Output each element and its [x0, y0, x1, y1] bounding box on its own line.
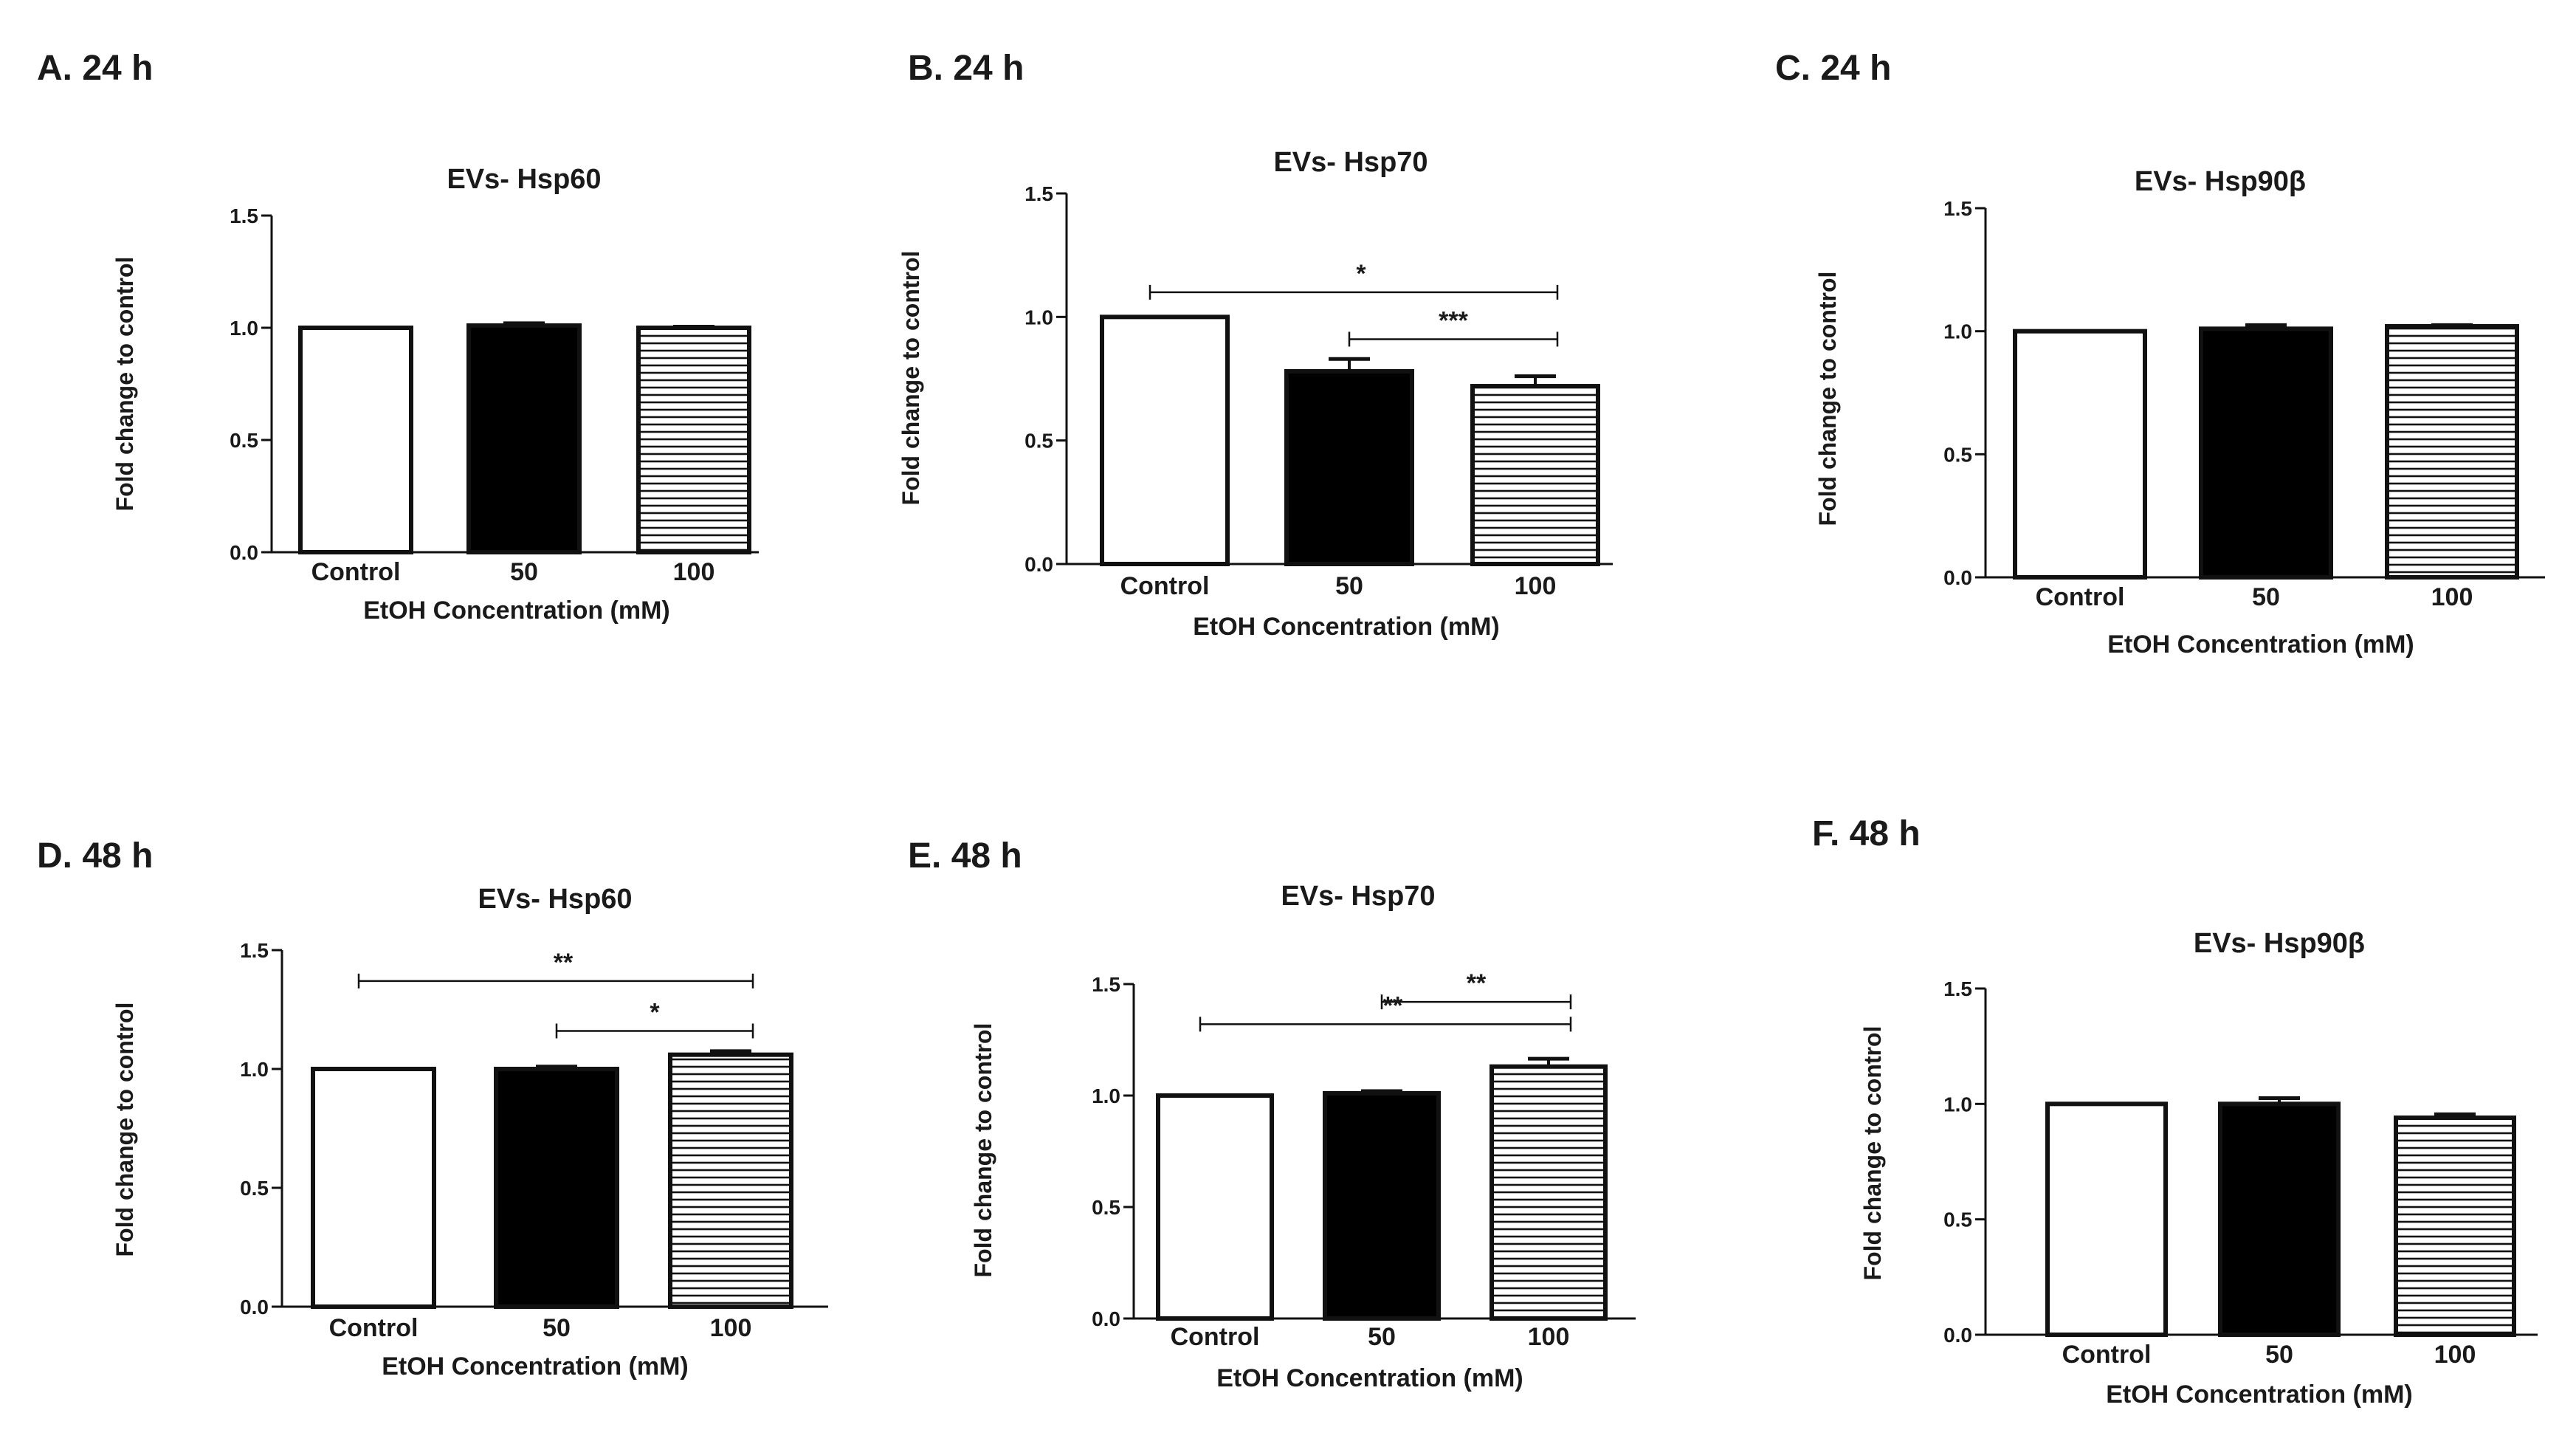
panel-label: D. 48 h — [37, 836, 153, 876]
panel-label: C. 24 h — [1775, 49, 1891, 88]
significance-label: * — [1356, 260, 1366, 288]
y-tick-label: 0.5 — [230, 429, 258, 452]
chart-title: EVs- Hsp60 — [478, 884, 632, 915]
bar-control — [311, 1067, 436, 1309]
chart-title: EVs- Hsp70 — [1281, 881, 1435, 912]
x-tick-label: 100 — [673, 558, 715, 586]
bar-50 — [1284, 368, 1414, 566]
chart-title: EVs- Hsp60 — [447, 164, 601, 195]
significance-label: *** — [1439, 306, 1468, 334]
y-tick-label: 0.5 — [1024, 430, 1053, 453]
significance-label: ** — [1383, 991, 1403, 1020]
bar-100 — [668, 1052, 793, 1310]
significance-label: * — [650, 998, 660, 1026]
y-tick-label: 1.0 — [1943, 1093, 1972, 1115]
x-tick-label: 100 — [2431, 583, 2473, 611]
bar-50 — [494, 1067, 619, 1309]
chart-title: EVs- Hsp70 — [1273, 147, 1428, 178]
x-tick-label: 50 — [1368, 1323, 1396, 1351]
y-tick-label: 0.0 — [1024, 553, 1053, 576]
panel-label: A. 24 h — [37, 49, 153, 88]
y-tick-label: 1.5 — [1943, 977, 1972, 1000]
x-tick-label: 100 — [2434, 1341, 2476, 1369]
bar-control — [298, 326, 413, 554]
y-tick-label: 1.0 — [1943, 320, 1972, 343]
bar-50 — [2199, 326, 2333, 580]
x-tick-label: 50 — [510, 558, 538, 586]
y-tick-label: 0.0 — [230, 541, 258, 564]
y-axis-label: Fold change to control — [1859, 1026, 1886, 1281]
y-tick-label: 1.0 — [230, 317, 258, 340]
x-tick-label: 50 — [1335, 572, 1363, 600]
bar-100 — [636, 326, 751, 554]
x-tick-label: 100 — [710, 1314, 752, 1342]
x-tick-label: Control — [329, 1314, 419, 1342]
x-axis-label: EtOH Concentration (mM) — [2107, 630, 2414, 659]
y-tick-label: 0.0 — [1943, 566, 1972, 589]
y-tick-label: 0.5 — [1943, 1209, 1972, 1231]
y-axis-label: Fold change to control — [898, 251, 924, 506]
bar-control — [1156, 1093, 1274, 1321]
x-axis-label: EtOH Concentration (mM) — [382, 1352, 689, 1381]
y-axis-label: Fold change to control — [1814, 272, 1841, 526]
bar-100 — [2385, 324, 2519, 580]
y-tick-label: 1.5 — [1024, 182, 1053, 205]
chart-panel-4: D. 48 h EVs- Hsp60 Fold change to control 0… — [37, 836, 828, 1381]
chart-panel-5: E. 48 h EVs- Hsp70 Fold change to control 0… — [908, 836, 1636, 1392]
panel-label: E. 48 h — [908, 836, 1022, 876]
y-tick-label: 0.5 — [1943, 443, 1972, 466]
x-tick-label: 50 — [2252, 583, 2280, 611]
y-tick-label: 0.0 — [1943, 1324, 1972, 1347]
x-tick-label: 50 — [2265, 1341, 2293, 1369]
x-tick-label: Control — [1120, 572, 1210, 600]
significance-label: ** — [1467, 969, 1487, 997]
y-axis-label: Fold change to control — [970, 1023, 996, 1278]
bar-control — [2013, 329, 2147, 580]
y-tick-label: 1.5 — [1943, 197, 1972, 220]
panel-label: B. 24 h — [908, 49, 1024, 88]
chart-panel-6: F. 48 h EVs- Hsp90β Fold change to control… — [1812, 814, 2538, 1409]
bar-100 — [1490, 1064, 1608, 1321]
y-tick-label: 0.0 — [240, 1296, 269, 1318]
bar-50 — [466, 323, 582, 554]
x-axis-label: EtOH Concentration (mM) — [1216, 1364, 1523, 1392]
y-tick-label: 1.0 — [1024, 306, 1053, 329]
panel-label: F. 48 h — [1812, 814, 1921, 853]
significance-label: ** — [554, 949, 574, 977]
y-tick-label: 0.5 — [1092, 1196, 1120, 1219]
y-tick-label: 1.5 — [1092, 973, 1120, 996]
x-tick-label: Control — [2062, 1341, 2152, 1369]
x-tick-label: Control — [2036, 583, 2125, 611]
y-axis-label: Fold change to control — [111, 1003, 138, 1257]
y-tick-label: 1.5 — [240, 939, 269, 962]
bar-100 — [2394, 1115, 2516, 1338]
chart-title: EVs- Hsp90β — [2194, 928, 2365, 959]
chart-title: EVs- Hsp90β — [2135, 166, 2306, 197]
y-tick-label: 1.0 — [240, 1058, 269, 1081]
y-axis-label: Fold change to control — [111, 257, 138, 512]
chart-panel-1: A. 24 h EVs- Hsp60 Fold change to control 0… — [37, 49, 759, 625]
x-axis-label: EtOH Concentration (mM) — [1193, 613, 1500, 641]
x-tick-label: Control — [1171, 1323, 1260, 1351]
chart-panel-3: C. 24 h EVs- Hsp90β Fold change to control… — [1775, 49, 2545, 659]
bar-50 — [2218, 1101, 2341, 1338]
bar-control — [2045, 1101, 2168, 1338]
bar-control — [1100, 314, 1230, 566]
x-tick-label: 100 — [1515, 572, 1557, 600]
y-tick-label: 1.0 — [1092, 1084, 1120, 1107]
y-tick-label: 0.5 — [240, 1177, 269, 1200]
chart-panel-2: B. 24 h EVs- Hsp70 Fold change to control 0… — [898, 49, 1613, 641]
y-tick-label: 1.5 — [230, 204, 258, 227]
bar-100 — [1470, 384, 1600, 566]
y-tick-label: 0.0 — [1092, 1307, 1120, 1330]
x-tick-label: 100 — [1528, 1323, 1570, 1351]
x-tick-label: 50 — [543, 1314, 571, 1342]
x-axis-label: EtOH Concentration (mM) — [2106, 1381, 2413, 1409]
x-tick-label: Control — [311, 558, 401, 586]
bar-50 — [1323, 1090, 1441, 1321]
x-axis-label: EtOH Concentration (mM) — [363, 596, 670, 625]
